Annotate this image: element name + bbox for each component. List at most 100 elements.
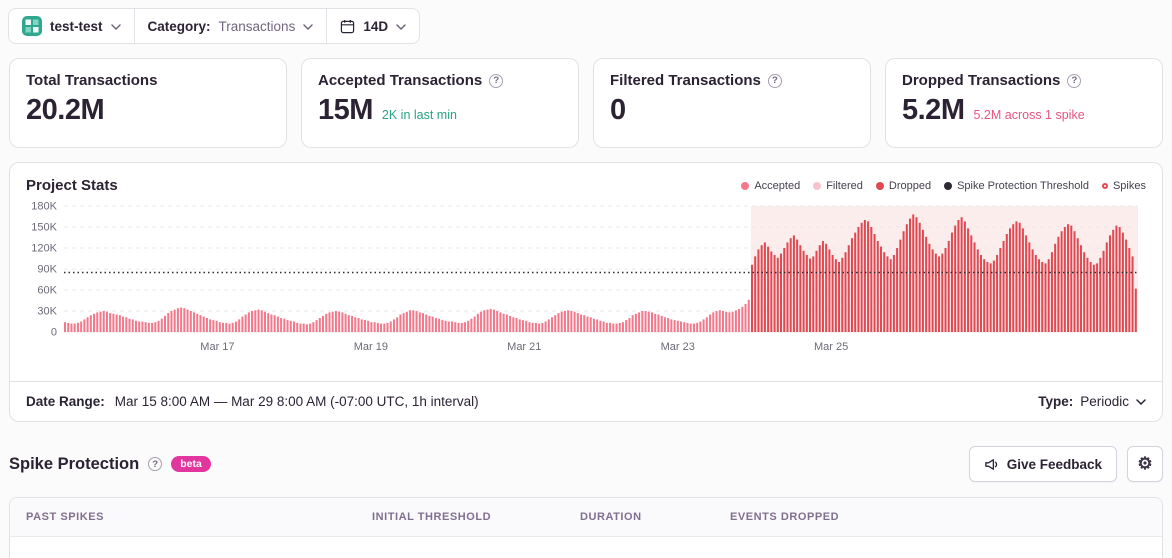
date-range-selector[interactable]: 14D <box>326 9 419 43</box>
y-axis-label: 180K <box>31 201 57 213</box>
chart-bar <box>986 262 989 332</box>
help-icon[interactable]: ? <box>767 73 782 88</box>
card-title: Total Transactions <box>26 72 158 89</box>
chart-bar <box>921 229 924 332</box>
chart-bar <box>541 322 544 332</box>
chart-bar <box>734 310 737 332</box>
megaphone-icon <box>984 457 999 472</box>
chart-bar <box>818 245 821 332</box>
chart-bar <box>847 245 850 332</box>
date-range-value: Mar 15 8:00 AM — Mar 29 8:00 AM (-07:00 … <box>114 394 479 409</box>
help-icon[interactable]: ? <box>148 457 163 471</box>
chart-bar <box>792 235 795 332</box>
chart-bar <box>676 320 679 332</box>
chart-bar <box>476 313 479 332</box>
chart-bar <box>86 317 89 332</box>
chart-bar <box>170 311 173 332</box>
chevron-down-icon <box>110 23 121 30</box>
chart-bar <box>812 256 815 332</box>
y-axis-label: 150K <box>31 222 57 234</box>
card-accepted-transactions: Accepted Transactions ? 15M 2K in last m… <box>301 58 579 148</box>
chart-bar <box>93 313 96 332</box>
chart-bar <box>886 256 889 332</box>
help-icon[interactable]: ? <box>489 73 504 88</box>
chart-bar <box>228 323 231 332</box>
chart-bar <box>263 311 266 332</box>
chart-bar <box>776 257 779 332</box>
chart-bar <box>196 313 199 332</box>
chart-bar <box>186 309 189 332</box>
chart-bar <box>205 318 208 332</box>
chart-bar <box>202 316 205 332</box>
chart-bar <box>151 322 154 332</box>
chart-bar <box>1038 259 1041 332</box>
chart-bar <box>709 314 712 332</box>
chart-bar <box>1021 228 1024 332</box>
chart-bar <box>212 320 215 332</box>
chart-bar <box>905 224 908 332</box>
chart-bar <box>802 250 805 332</box>
help-icon[interactable]: ? <box>1067 73 1082 88</box>
chart-bar <box>283 318 286 332</box>
project-avatar <box>22 16 42 36</box>
card-dropped-transactions: Dropped Transactions ? 5.2M 5.2M across … <box>885 58 1163 148</box>
chart-bar <box>289 320 292 332</box>
chart-bar <box>405 311 408 332</box>
chart-bar <box>409 310 412 332</box>
chart-bar <box>867 221 870 332</box>
legend-item[interactable]: Dropped <box>875 180 931 192</box>
chart-bar <box>557 313 560 332</box>
beta-badge: beta <box>171 455 211 473</box>
chart-bar <box>331 311 334 332</box>
chart-bar <box>251 311 254 332</box>
chart-bar <box>680 321 683 332</box>
legend-item[interactable]: Spike Protection Threshold <box>944 180 1089 192</box>
chart-bar <box>912 214 915 332</box>
project-selector[interactable]: test-test <box>9 9 134 43</box>
chart-bar <box>815 250 818 332</box>
chart-bar <box>909 218 912 332</box>
chart-bar <box>231 322 234 332</box>
chart-bar <box>376 322 379 332</box>
chart-bar <box>147 322 150 332</box>
chart-bar <box>380 323 383 332</box>
chart-bar <box>789 238 792 332</box>
chart-bar <box>128 318 131 332</box>
chart-bar <box>999 248 1002 332</box>
chart-bar <box>183 308 186 332</box>
chart-bar <box>928 243 931 332</box>
chart-bar <box>705 317 708 332</box>
chart-bar <box>702 319 705 332</box>
chart-bar <box>979 255 982 332</box>
chart-bar <box>176 308 179 332</box>
chart-bar <box>805 255 808 332</box>
chart-bar <box>1105 242 1108 332</box>
chart-bar <box>1028 242 1031 332</box>
legend-item[interactable]: Filtered <box>813 180 863 192</box>
chart-bar <box>567 310 570 332</box>
chart-bar <box>309 323 312 332</box>
chart-bar <box>783 248 786 332</box>
legend-item[interactable]: Accepted <box>741 180 800 192</box>
chart-bar <box>673 320 676 332</box>
chart-bar <box>444 320 447 332</box>
chart-bar <box>1054 243 1057 332</box>
category-selector[interactable]: Category: Transactions <box>133 9 327 43</box>
legend-item[interactable]: Spikes <box>1101 180 1146 192</box>
chart-bar <box>876 241 879 332</box>
settings-button[interactable]: ⚙ <box>1127 446 1163 482</box>
project-stats-chart[interactable]: 180K 150K 120K 90K 60K 30K 0 Mar 17 Mar 19 Mar 21… <box>10 194 1162 381</box>
chart-bar <box>64 322 67 332</box>
chart-bar <box>860 222 863 332</box>
chevron-down-icon <box>303 23 314 30</box>
give-feedback-button[interactable]: Give Feedback <box>968 446 1117 482</box>
column-header-initial-threshold: INITIAL THRESHOLD <box>372 511 492 523</box>
chart-bar <box>354 317 357 332</box>
chart-bar <box>1099 257 1102 332</box>
stat-cards: Total Transactions 20.2M Accepted Transa… <box>9 58 1163 148</box>
chart-bar <box>438 318 441 332</box>
section-title: Spike Protection <box>9 454 140 473</box>
type-selector[interactable]: Type: Periodic <box>1038 394 1146 409</box>
chart-bar <box>718 310 721 332</box>
chart-bar <box>1112 229 1115 332</box>
